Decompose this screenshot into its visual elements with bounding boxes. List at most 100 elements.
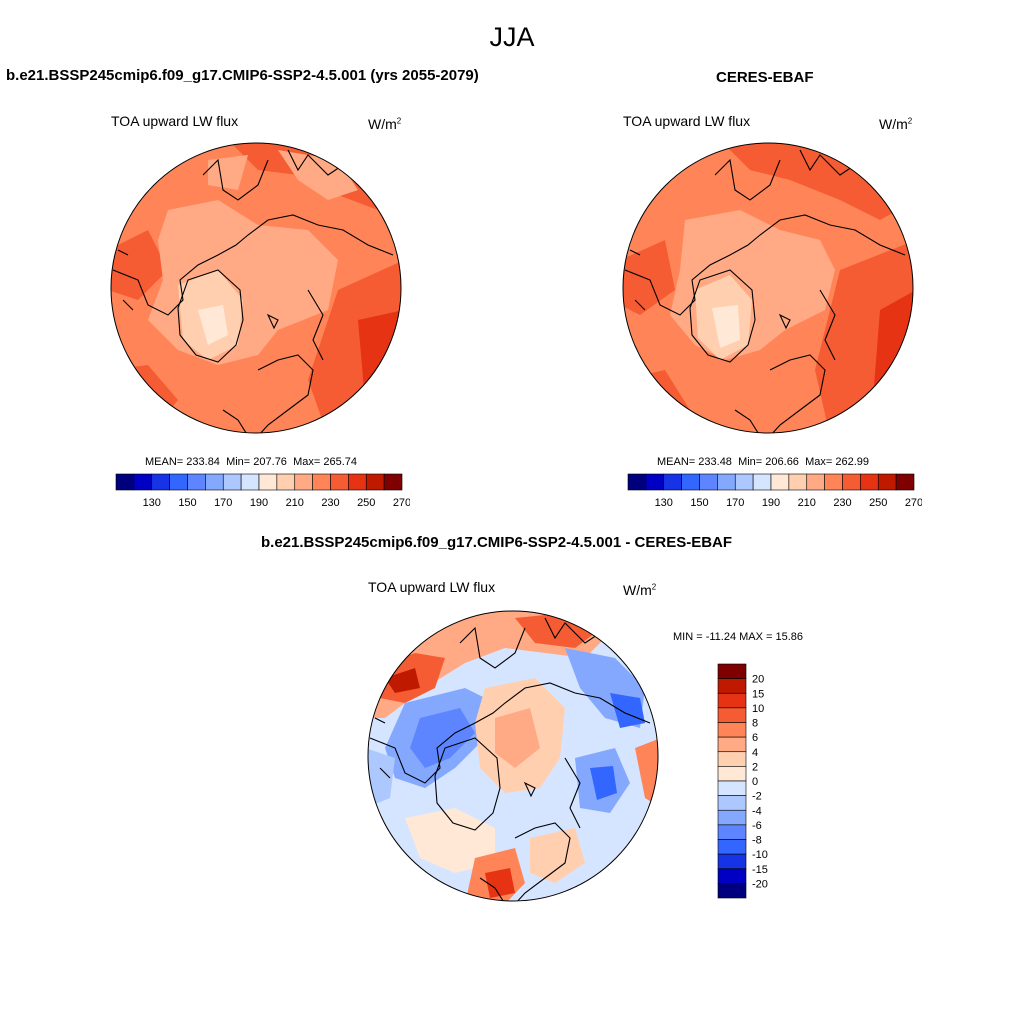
diff-colorbar-tick-label: 0: [752, 776, 758, 788]
obs-colorbar-tick-label: 250: [869, 497, 887, 509]
model-colorbar-swatch: [187, 473, 206, 491]
model-colorbar-swatch: [151, 473, 170, 491]
model-colorbar-swatch: [330, 473, 349, 491]
model-colorbar-tick-label: 230: [321, 497, 339, 509]
model-stats: MEAN= 233.84 Min= 207.76 Max= 265.74: [145, 456, 357, 468]
diff-map-field-region: [485, 868, 515, 898]
model-colorbar-tick-label: 150: [178, 497, 196, 509]
diff-map-field-region: [405, 808, 495, 873]
obs-colorbar-swatch: [627, 473, 647, 491]
obs-colorbar-swatch: [770, 473, 790, 491]
obs-stats: MEAN= 233.48 Min= 206.66 Max= 262.99: [657, 456, 869, 468]
model-colorbar-swatch: [133, 473, 153, 491]
diff-map-border: [367, 610, 659, 902]
model-panel-title: b.e21.BSSP245cmip6.f09_g17.CMIP6-SSP2-4.…: [6, 67, 479, 84]
diff-colorbar-tick-label: -4: [752, 805, 762, 817]
diff-colorbar-swatch: [717, 853, 747, 870]
model-colorbar-tick-label: 270: [393, 497, 410, 509]
obs-colorbar-swatch: [895, 473, 915, 491]
diff-minmax: MIN = -11.24 MAX = 15.86: [673, 631, 804, 643]
obs-colorbar-swatch: [824, 473, 843, 491]
model-colorbar-swatch: [348, 473, 367, 491]
diff-panel-title: b.e21.BSSP245cmip6.f09_g17.CMIP6-SSP2-4.…: [261, 534, 733, 551]
diff-colorbar-tick-label: 4: [752, 747, 758, 759]
diff-colorbar-swatch: [717, 868, 747, 884]
obs-colorbar: 130 150 170 190 210 230 250 270: [627, 473, 922, 509]
obs-units-label: W/m2: [879, 116, 913, 132]
model-colorbar-swatch: [222, 473, 242, 491]
obs-colorbar-swatch: [877, 473, 897, 491]
obs-map-border: [622, 142, 914, 434]
diff-colorbar-tick-label: -20: [752, 878, 768, 890]
obs-colorbar-tick-label: 170: [726, 497, 744, 509]
obs-colorbar-swatch: [806, 473, 825, 491]
obs-map-field-region: [623, 240, 675, 315]
diff-colorbar-tick-label: -15: [752, 864, 768, 876]
obs-polar-map: [622, 142, 914, 434]
model-variable-label: TOA upward LW flux: [111, 113, 239, 129]
obs-coastlines: [624, 149, 906, 433]
model-map-field-region: [208, 155, 248, 190]
diff-colorbar-tick-label: 20: [752, 674, 764, 686]
model-colorbar-tick-label: 210: [286, 497, 304, 509]
model-map-field-region: [198, 305, 228, 345]
obs-map-field-region: [645, 400, 680, 433]
diff-colorbar-swatch: [717, 839, 747, 855]
obs-colorbar-tick-label: 190: [762, 497, 780, 509]
model-colorbar-swatch: [312, 473, 331, 491]
diff-colorbar-swatch: [717, 663, 747, 679]
model-colorbar-swatch: [240, 473, 260, 491]
model-colorbar-swatch: [294, 473, 313, 491]
diff-colorbar-swatch: [717, 751, 747, 767]
obs-colorbar-swatch: [681, 473, 700, 491]
season-title: JJA: [489, 22, 535, 52]
obs-colorbar-swatch: [717, 473, 736, 491]
model-colorbar-swatch: [205, 473, 224, 491]
model-colorbar-tick-label: 190: [250, 497, 268, 509]
obs-colorbar-swatch: [699, 473, 718, 491]
model-colorbar: 130 150 170 190 210 230 250 270: [115, 473, 410, 509]
diff-map-field-region: [385, 668, 420, 693]
obs-colorbar-swatch: [860, 473, 879, 491]
diff-units-label: W/m2: [623, 582, 657, 598]
model-colorbar-swatch: [169, 473, 188, 491]
diff-colorbar-tick-label: 15: [752, 688, 764, 700]
model-coastlines: [112, 149, 394, 433]
model-colorbar-swatch: [115, 473, 135, 491]
diff-colorbar-swatch: [717, 795, 747, 811]
model-colorbar-swatch: [258, 473, 278, 491]
diff-colorbar-tick-label: -8: [752, 835, 762, 847]
obs-map-field-region: [712, 305, 740, 348]
diff-colorbar-tick-label: 6: [752, 732, 758, 744]
obs-colorbar-tick-label: 230: [833, 497, 851, 509]
model-colorbar-swatch: [383, 473, 403, 491]
obs-colorbar-swatch: [663, 473, 682, 491]
diff-colorbar-swatch: [717, 707, 747, 723]
diff-colorbar-swatch: [717, 780, 747, 796]
diff-colorbar-tick-label: -10: [752, 849, 768, 861]
diff-colorbar-tick-label: -6: [752, 820, 762, 832]
obs-colorbar-tick-label: 130: [655, 497, 673, 509]
obs-colorbar-swatch: [752, 473, 772, 491]
diff-colorbar-swatch: [717, 722, 747, 738]
obs-variable-label: TOA upward LW flux: [623, 113, 751, 129]
diff-colorbar-tick-label: -2: [752, 791, 762, 803]
model-colorbar-swatch: [276, 473, 296, 491]
diff-map-field-region: [410, 708, 475, 768]
obs-colorbar-tick-label: 210: [798, 497, 816, 509]
model-colorbar-tick-label: 170: [214, 497, 232, 509]
model-colorbar-swatch: [365, 473, 385, 491]
model-polar-map: [110, 142, 402, 434]
diff-map-field-region: [610, 693, 645, 728]
diff-colorbar-swatch: [717, 736, 747, 753]
diff-colorbar-tick-label: 10: [752, 703, 764, 715]
obs-colorbar-swatch: [842, 473, 861, 491]
diff-colorbar-swatch: [717, 678, 747, 694]
diff-colorbar-swatch: [717, 692, 747, 709]
diff-map-field-region: [530, 828, 585, 883]
obs-panel-title: CERES-EBAF: [716, 69, 814, 86]
obs-colorbar-tick-label: 270: [905, 497, 922, 509]
diff-map-field-region: [590, 766, 617, 800]
diff-map-field-region: [495, 708, 540, 768]
